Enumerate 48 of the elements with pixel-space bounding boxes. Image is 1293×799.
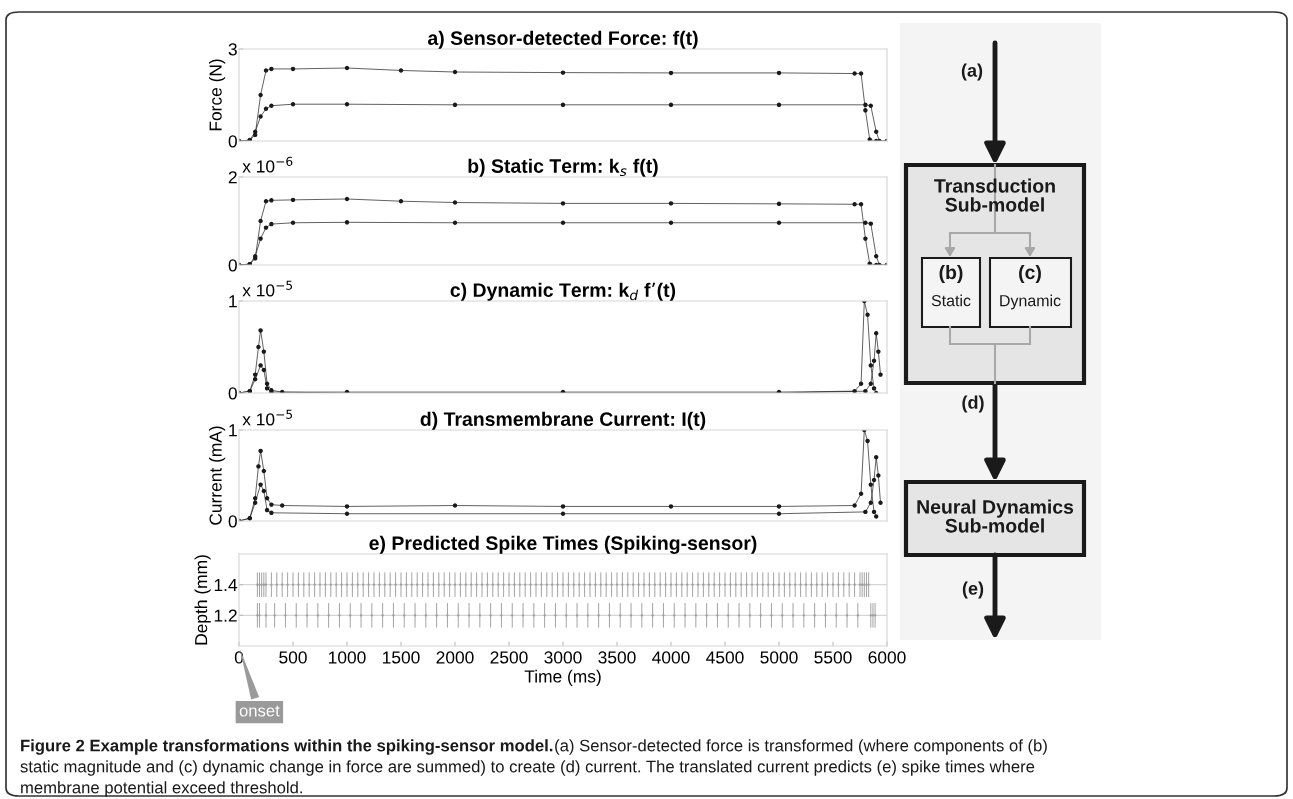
text: x 10$^{−5}$ xyxy=(242,280,293,297)
text: (b) xyxy=(939,264,963,284)
x-axis-title: Time (ms) xyxy=(524,669,601,686)
text: Static xyxy=(931,294,971,307)
x-tick-label: 4000 xyxy=(652,651,690,664)
y-tick-label: 1 xyxy=(229,424,237,437)
x-tick-label: 3500 xyxy=(598,651,636,664)
text: onset xyxy=(239,705,280,717)
y-tick-label: 1.4 xyxy=(214,579,238,591)
y-tick-label: 1 xyxy=(229,295,237,308)
chart-title: c) Dynamic Term: k$_{d}$ f’(t) xyxy=(450,282,676,301)
y-tick-label: 0 xyxy=(228,387,237,400)
y-tick-label: 0 xyxy=(228,135,237,148)
y-tick-label: 3 xyxy=(228,43,237,56)
y-tick-label: 0 xyxy=(228,515,237,528)
x-tick-label: 6000 xyxy=(868,651,906,664)
text: membrane potential exceed threshold. xyxy=(21,781,302,797)
x-tick-label: 5500 xyxy=(814,651,852,664)
text: Transduction Sub-model xyxy=(934,178,1055,212)
x-tick-label: 2500 xyxy=(490,651,528,664)
text: Neural Dynamics Sub-model xyxy=(917,499,1074,533)
text: (c) xyxy=(1019,264,1041,284)
caption: Figure 2 Example transformations within the spiking-sensor model. xyxy=(21,739,553,755)
chart-title: a) Sensor-detected Force: f(t) xyxy=(427,30,698,49)
chart-title: e) Predicted Spike Times (Spiking-sensor) xyxy=(369,535,757,554)
text: static magnitude and (c) dynamic change in force are summed) to create (d) current. The translated current predicts (e) spike times where xyxy=(20,760,1035,776)
text: (e) xyxy=(962,581,984,599)
text: (a) xyxy=(961,63,983,81)
y-tick-label: 0 xyxy=(228,259,237,272)
text: Dynamic xyxy=(1000,294,1061,310)
x-tick-label: 3000 xyxy=(544,651,582,664)
chart-title: d) Transmembrane Current: I(t) xyxy=(420,411,706,430)
chart-title: b) Static Term: k$_{s}$ f(t) xyxy=(468,158,658,177)
x-tick-label: 5000 xyxy=(760,651,798,664)
y-axis-title: Force (N) xyxy=(209,59,226,131)
y-axis-title: Current (mA) xyxy=(209,426,226,525)
text: x 10$^{−5}$ xyxy=(242,409,293,426)
x-tick-label: 500 xyxy=(279,651,307,664)
x-tick-label: 2000 xyxy=(436,651,474,664)
x-tick-label: 4500 xyxy=(706,651,744,664)
y-tick-label: 2 xyxy=(228,171,237,184)
y-tick-label: 1.2 xyxy=(214,609,237,622)
text: x 10$^{−6}$ xyxy=(242,156,293,173)
text: (d) xyxy=(962,395,984,413)
text: (a) Sensor-detected force is transformed (where components of (b) xyxy=(555,739,1047,755)
y-axis-title: Depth (mm) xyxy=(194,555,211,645)
x-tick-label: 1500 xyxy=(383,651,420,664)
x-tick-label: 1000 xyxy=(329,651,366,664)
